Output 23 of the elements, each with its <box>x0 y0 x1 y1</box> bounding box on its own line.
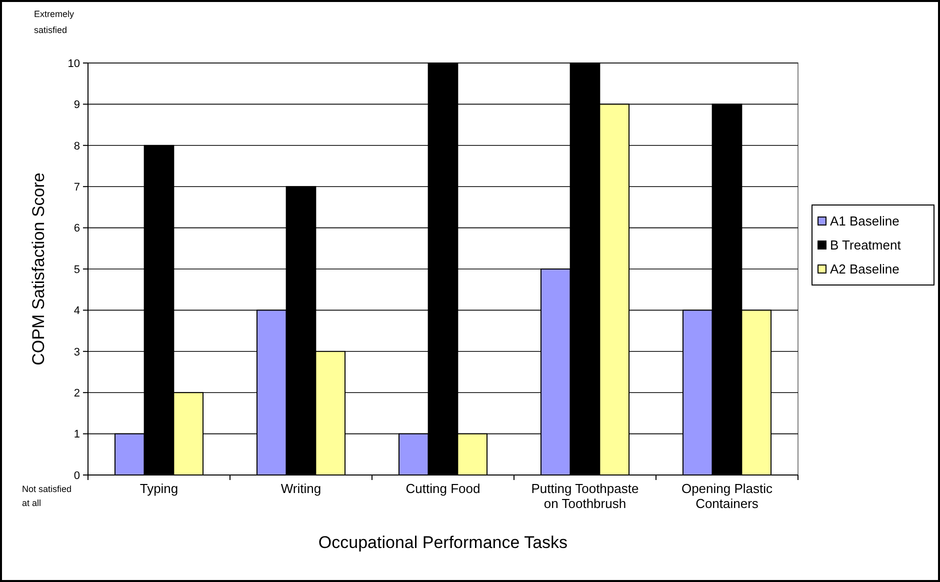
x-tick-label: Typing <box>140 481 178 496</box>
legend-label: B Treatment <box>830 238 902 253</box>
y-tick-label: 6 <box>74 222 80 235</box>
legend-label: A2 Baseline <box>830 262 900 277</box>
x-tick-label: Putting Toothpaste on Toothbrush <box>531 481 639 511</box>
y-tick-label: 7 <box>74 181 80 194</box>
y-tick-label: 5 <box>74 264 80 276</box>
x-axis-title: Occupational Performance Tasks <box>318 533 568 552</box>
y-tick-label: 1 <box>74 428 80 441</box>
y-tick-label: 0 <box>74 470 80 482</box>
legend-label: A1 Baseline <box>830 214 900 229</box>
x-tick-label: Cutting Food <box>406 481 480 496</box>
y-tick-label: 3 <box>74 346 80 358</box>
y-tick-label: 9 <box>74 99 80 112</box>
y-tick-label: 4 <box>74 305 80 318</box>
y-tick-label: 8 <box>74 140 80 152</box>
text: Extremely satisfied <box>34 9 75 35</box>
y-axis-title: COPM Satisfaction Score <box>29 172 48 366</box>
text: Not satisfied at all <box>22 484 72 508</box>
y-tick-label: 2 <box>74 387 80 400</box>
y-tick-label: 10 <box>68 58 80 70</box>
x-tick-label: Opening Plastic Containers <box>681 481 774 511</box>
x-tick-label: Writing <box>280 481 322 496</box>
